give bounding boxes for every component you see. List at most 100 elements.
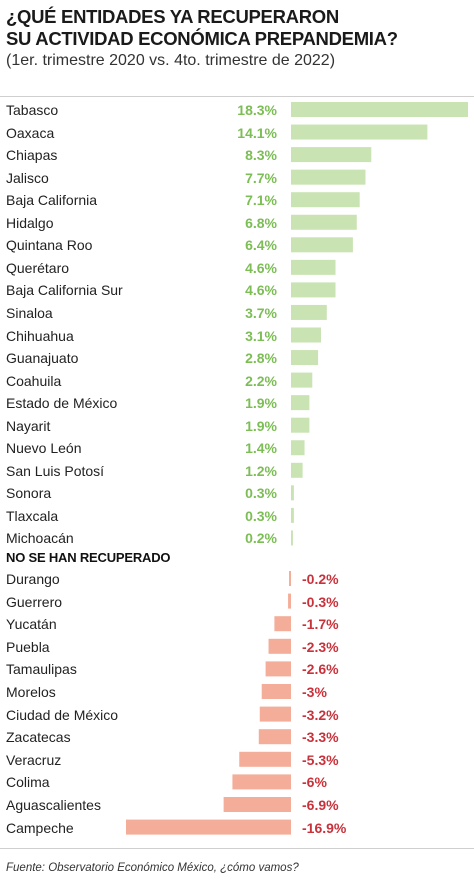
state-label: Chihuahua	[6, 327, 74, 344]
bar-negative-11	[126, 819, 291, 835]
bar-3	[291, 169, 366, 185]
state-label: Guerrero	[6, 593, 63, 610]
chart-title: ¿QUÉ ENTIDADES YA RECUPERARON SU ACTIVID…	[6, 6, 468, 50]
value-label: 14.1%	[237, 124, 277, 141]
value-label: -3.2%	[302, 706, 339, 723]
bar-11	[291, 350, 319, 366]
state-label: Querétaro	[6, 259, 70, 276]
bar-10	[291, 327, 321, 343]
state-label: Morelos	[6, 684, 56, 700]
state-label: Tlaxcala	[6, 507, 59, 524]
bar-15	[291, 440, 305, 456]
value-label: 2.2%	[245, 372, 277, 389]
title-line-1: ¿QUÉ ENTIDADES YA RECUPERARON	[6, 6, 339, 27]
value-label: -2.3%	[302, 638, 339, 655]
bar-2	[291, 147, 372, 163]
value-label: 6.4%	[245, 237, 277, 254]
state-label: Ciudad de México	[6, 706, 119, 723]
value-label: -0.3%	[302, 593, 339, 610]
bar-19	[291, 530, 293, 546]
bar-negative-3	[268, 638, 291, 654]
bar-negative-10	[223, 797, 291, 812]
bar-negative-4	[265, 661, 291, 677]
bar-negative-2	[274, 616, 291, 632]
state-label: San Luis Potosí	[6, 462, 105, 479]
bar-1	[291, 124, 428, 140]
bar-14	[291, 417, 310, 433]
state-label: Chiapas	[6, 147, 58, 164]
value-label: 6.8%	[245, 214, 277, 231]
bar-12	[291, 372, 313, 388]
title-line-2: SU ACTIVIDAD ECONÓMICA PREPANDEMIA?	[6, 28, 398, 49]
bar-5	[291, 214, 357, 230]
value-label: -3.3%	[302, 729, 339, 746]
top-divider	[0, 96, 474, 97]
state-label: Sonora	[6, 485, 52, 502]
state-label: Veracruz	[6, 751, 62, 768]
bar-9	[291, 304, 327, 320]
value-label: -6.9%	[302, 797, 339, 813]
state-label: Campeche	[6, 819, 74, 836]
bar-8	[291, 282, 336, 298]
bar-18	[291, 507, 294, 523]
value-label: 8.3%	[245, 147, 277, 164]
value-label: -3%	[302, 684, 327, 700]
value-label: 4.6%	[245, 282, 277, 299]
value-label: 0.3%	[245, 507, 277, 524]
state-label: Estado de México	[6, 395, 118, 412]
value-label: 3.1%	[245, 327, 277, 344]
value-label: 0.2%	[245, 530, 277, 547]
section-label-not-recovered: NO SE HAN RECUPERADO	[6, 550, 171, 565]
chart-subtitle: (1er. trimestre 2020 vs. 4to. trimestre …	[6, 52, 336, 69]
bar-7	[291, 259, 336, 275]
bar-13	[291, 395, 310, 411]
value-label: 7.7%	[245, 169, 277, 186]
state-label: Yucatán	[6, 616, 57, 633]
bar-negative-8	[239, 751, 291, 767]
bar-negative-7	[258, 729, 291, 745]
bar-negative-9	[232, 774, 291, 790]
value-label: 18.3%	[237, 102, 277, 118]
state-label: Nuevo León	[6, 440, 82, 457]
value-label: 1.2%	[245, 462, 277, 479]
bar-17	[291, 485, 294, 501]
value-label: 1.9%	[245, 417, 277, 434]
state-label: Quintana Roo	[6, 237, 93, 254]
value-label: 1.4%	[245, 440, 277, 457]
value-label: 3.7%	[245, 304, 277, 321]
state-label: Baja California Sur	[6, 282, 123, 299]
state-label: Oaxaca	[6, 124, 55, 141]
state-label: Zacatecas	[6, 729, 71, 746]
value-label: -16.9%	[302, 819, 347, 836]
state-label: Colima	[6, 774, 50, 791]
value-label: 2.8%	[245, 350, 277, 367]
value-label: 4.6%	[245, 259, 277, 276]
source-note: Fuente: Observatorio Económico México, ¿…	[6, 862, 299, 874]
state-label: Hidalgo	[6, 214, 54, 231]
bar-negative-1	[288, 593, 291, 609]
bar-4	[291, 192, 360, 208]
value-label: -1.7%	[302, 616, 339, 633]
bar-0	[291, 102, 468, 117]
state-label: Michoacán	[6, 530, 74, 547]
value-label: 0.3%	[245, 485, 277, 502]
bar-negative-0	[289, 571, 291, 586]
bottom-divider	[0, 848, 474, 849]
value-label: 1.9%	[245, 395, 277, 412]
state-label: Tabasco	[6, 102, 59, 118]
value-label: -0.2%	[302, 571, 339, 587]
value-label: 7.1%	[245, 192, 277, 209]
value-label: -5.3%	[302, 751, 339, 768]
state-label: Guanajuato	[6, 350, 79, 367]
state-label: Tamaulipas	[6, 661, 77, 678]
value-label: -6%	[302, 774, 327, 791]
state-label: Coahuila	[6, 372, 62, 389]
state-label: Nayarit	[6, 417, 51, 434]
state-label: Aguascalientes	[6, 797, 101, 813]
state-label: Durango	[6, 571, 60, 587]
state-label: Baja California	[6, 192, 98, 209]
state-label: Sinaloa	[6, 304, 53, 321]
bar-negative-5	[261, 684, 291, 699]
state-label: Jalisco	[6, 169, 49, 186]
